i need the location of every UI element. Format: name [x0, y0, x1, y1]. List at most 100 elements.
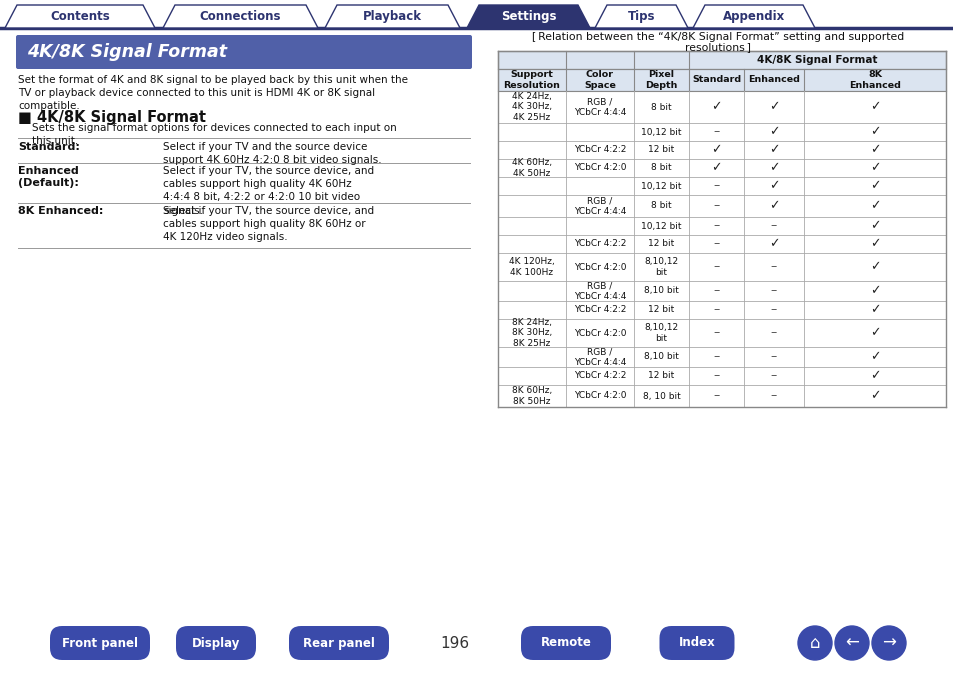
Polygon shape: [595, 5, 687, 28]
FancyBboxPatch shape: [497, 123, 945, 141]
FancyBboxPatch shape: [497, 159, 945, 177]
FancyBboxPatch shape: [497, 301, 945, 319]
Text: ✓: ✓: [768, 180, 779, 192]
FancyBboxPatch shape: [520, 626, 610, 660]
Text: 8K 24Hz,
8K 30Hz,
8K 25Hz: 8K 24Hz, 8K 30Hz, 8K 25Hz: [512, 318, 552, 348]
Text: –: –: [713, 180, 719, 192]
Circle shape: [797, 626, 831, 660]
FancyBboxPatch shape: [16, 35, 472, 69]
Text: YCbCr 4:2:0: YCbCr 4:2:0: [573, 328, 625, 337]
Polygon shape: [5, 5, 154, 28]
Text: Display: Display: [192, 637, 240, 649]
Text: 8K 60Hz,
8K 50Hz: 8K 60Hz, 8K 50Hz: [512, 386, 552, 406]
Text: ✓: ✓: [869, 238, 880, 250]
Text: ✓: ✓: [869, 390, 880, 402]
FancyBboxPatch shape: [175, 626, 255, 660]
Text: Index: Index: [678, 637, 715, 649]
Text: YCbCr 4:2:0: YCbCr 4:2:0: [573, 392, 625, 400]
Text: 4K 120Hz,
4K 100Hz: 4K 120Hz, 4K 100Hz: [509, 257, 555, 277]
Text: 12 bit: 12 bit: [648, 240, 674, 248]
Text: YCbCr 4:2:2: YCbCr 4:2:2: [573, 306, 625, 314]
Text: 4K 24Hz,
4K 30Hz,
4K 25Hz: 4K 24Hz, 4K 30Hz, 4K 25Hz: [512, 92, 552, 122]
Text: Front panel: Front panel: [62, 637, 138, 649]
Text: ✓: ✓: [869, 180, 880, 192]
FancyBboxPatch shape: [497, 235, 945, 253]
Polygon shape: [163, 5, 317, 28]
FancyBboxPatch shape: [497, 141, 945, 159]
Text: –: –: [770, 219, 777, 232]
Text: ✓: ✓: [711, 143, 721, 157]
Text: ✓: ✓: [869, 125, 880, 139]
Text: RGB /
YCbCr 4:4:4: RGB / YCbCr 4:4:4: [573, 98, 625, 116]
Circle shape: [834, 626, 868, 660]
Text: ✓: ✓: [768, 143, 779, 157]
Text: 10,12 bit: 10,12 bit: [640, 127, 681, 137]
Text: Support
Resolution: Support Resolution: [503, 70, 559, 90]
Text: ■ 4K/8K Signal Format: ■ 4K/8K Signal Format: [18, 110, 206, 125]
Text: 8K Enhanced:: 8K Enhanced:: [18, 206, 103, 216]
Text: YCbCr 4:2:2: YCbCr 4:2:2: [573, 240, 625, 248]
FancyBboxPatch shape: [497, 195, 945, 217]
Text: –: –: [713, 351, 719, 363]
Text: –: –: [770, 285, 777, 297]
Text: Playback: Playback: [363, 10, 421, 23]
Text: ✓: ✓: [869, 100, 880, 114]
Text: Sets the signal format options for devices connected to each input on
this unit.: Sets the signal format options for devic…: [32, 123, 396, 146]
Text: Standard:: Standard:: [18, 142, 80, 152]
Text: –: –: [713, 260, 719, 273]
Text: YCbCr 4:2:2: YCbCr 4:2:2: [573, 371, 625, 380]
Text: ✓: ✓: [768, 125, 779, 139]
Text: Enhanced
(Default):: Enhanced (Default):: [18, 166, 79, 188]
FancyBboxPatch shape: [497, 385, 945, 407]
FancyBboxPatch shape: [497, 347, 945, 367]
Text: –: –: [713, 390, 719, 402]
Text: YCbCr 4:2:0: YCbCr 4:2:0: [573, 164, 625, 172]
Text: ✓: ✓: [869, 351, 880, 363]
Text: ✓: ✓: [869, 304, 880, 316]
Text: 8,10,12
bit: 8,10,12 bit: [644, 257, 678, 277]
Text: 10,12 bit: 10,12 bit: [640, 182, 681, 190]
Text: 12 bit: 12 bit: [648, 371, 674, 380]
Polygon shape: [467, 5, 589, 28]
Text: [ Relation between the “4K/8K Signal Format” setting and supported: [ Relation between the “4K/8K Signal For…: [532, 32, 903, 42]
FancyBboxPatch shape: [50, 626, 150, 660]
Text: Enhanced: Enhanced: [747, 75, 800, 85]
Polygon shape: [325, 5, 459, 28]
Text: Appendix: Appendix: [722, 10, 784, 23]
Text: YCbCr 4:2:2: YCbCr 4:2:2: [573, 145, 625, 155]
Text: 12 bit: 12 bit: [648, 306, 674, 314]
Text: ✓: ✓: [869, 260, 880, 273]
Text: Settings: Settings: [500, 10, 556, 23]
Text: –: –: [713, 238, 719, 250]
FancyBboxPatch shape: [497, 69, 945, 91]
Text: RGB /
YCbCr 4:4:4: RGB / YCbCr 4:4:4: [573, 197, 625, 216]
Polygon shape: [692, 5, 814, 28]
Text: –: –: [713, 285, 719, 297]
FancyBboxPatch shape: [659, 626, 734, 660]
Text: ✓: ✓: [768, 199, 779, 213]
Text: 8,10 bit: 8,10 bit: [643, 287, 679, 295]
Text: –: –: [770, 369, 777, 382]
FancyBboxPatch shape: [497, 253, 945, 281]
FancyBboxPatch shape: [497, 91, 945, 123]
Text: Remote: Remote: [540, 637, 591, 649]
FancyBboxPatch shape: [0, 33, 953, 613]
Text: 8 bit: 8 bit: [651, 164, 671, 172]
Text: –: –: [770, 326, 777, 339]
Text: ✓: ✓: [869, 143, 880, 157]
FancyBboxPatch shape: [497, 217, 945, 235]
Text: ✓: ✓: [869, 199, 880, 213]
Text: –: –: [713, 199, 719, 213]
Text: 4K/8K Signal Format: 4K/8K Signal Format: [757, 55, 877, 65]
Text: Standard: Standard: [691, 75, 740, 85]
FancyBboxPatch shape: [497, 281, 945, 301]
Text: RGB /
YCbCr 4:4:4: RGB / YCbCr 4:4:4: [573, 281, 625, 301]
Text: –: –: [713, 219, 719, 232]
Text: ✓: ✓: [869, 285, 880, 297]
Text: Color
Space: Color Space: [583, 70, 616, 90]
Text: ⌂: ⌂: [809, 634, 820, 652]
Text: Contents: Contents: [51, 10, 110, 23]
Circle shape: [871, 626, 905, 660]
Text: ✓: ✓: [711, 162, 721, 174]
Text: 8 bit: 8 bit: [651, 201, 671, 211]
